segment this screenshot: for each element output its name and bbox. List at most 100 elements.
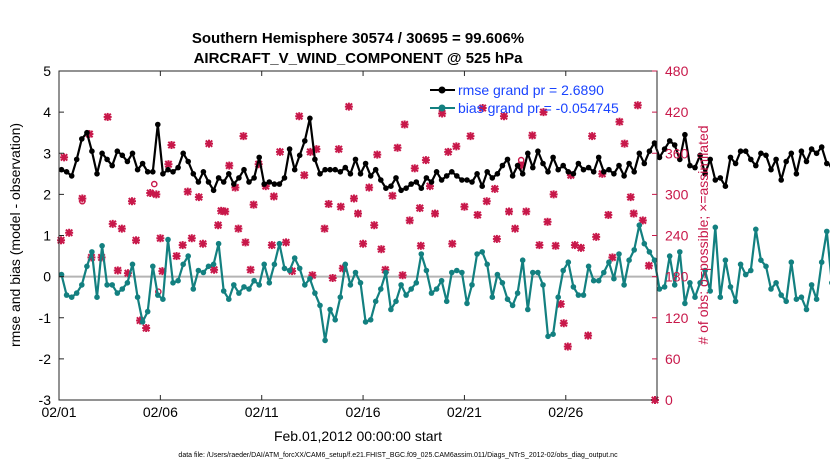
obs-assimilated-marker [421,156,430,165]
bias-data-point [813,296,820,303]
obs-assimilated-marker [388,191,397,200]
obs-assimilated-marker [113,266,122,275]
bias-data-point [266,280,273,286]
legend-bias-marker [438,104,446,112]
bias-data-point [312,290,318,296]
bias-data-point [251,277,257,284]
rmse-data-point [403,185,409,191]
bias-data-point [114,290,121,296]
obs-assimilated-marker [559,319,568,328]
rmse-data-point [651,140,658,146]
rmse-data-point [499,162,506,169]
rmse-data-point [489,175,496,181]
bias-data-point [499,280,506,286]
obs-assimilated-marker [142,324,151,333]
obs-assimilated-marker [349,194,358,203]
rmse-data-point [362,160,369,167]
bias-data-point [773,280,779,286]
y-right-tick-label: 300 [665,186,689,202]
bias-data-point [748,267,754,274]
rmse-data-point [276,181,283,187]
chart-title-line1: Southern Hemisphere 30574 / 30695 = 99.6… [192,30,524,47]
rmse-data-point [732,160,739,167]
obs-assimilated-marker [354,209,362,218]
rmse-data-point [504,156,511,163]
bias-data-point [129,261,136,268]
bias-data-point [530,269,536,276]
bias-data-point [687,280,693,286]
rmse-data-point [712,177,719,183]
rmse-data-point [372,166,379,173]
bias-data-point [722,257,729,264]
legend: rmse grand pr = 2.6890 bias grand pr = -… [430,82,619,116]
bias-data-point [666,253,673,259]
rmse-data-point [677,156,683,163]
rmse-data-point [656,154,663,161]
rmse-data-point [165,166,171,173]
obs-assimilated-marker [275,147,284,156]
rmse-data-point [271,181,278,187]
obs-assimilated-marker [499,112,508,121]
rmse-data-point [565,169,572,175]
obs-assimilated-marker [167,141,176,150]
obs-assimilated-marker [473,210,482,219]
bias-data-point [63,292,70,298]
obs-assimilated-marker [478,104,487,113]
y-right-tick-label: 240 [665,228,689,244]
obs-assimilated-marker [103,112,112,121]
bias-data-point [73,290,80,296]
bias-data-point [570,284,577,290]
y-tick-label: 0 [43,269,51,285]
bias-data-point [732,298,739,305]
bias-data-point [291,255,298,261]
rmse-data-point [124,158,131,165]
bias-data-point [768,286,774,292]
bias-data-point [94,294,100,301]
rmse-data-point [231,181,237,187]
obs-assimilated-marker [615,117,624,126]
bias-data-point [281,265,288,272]
rmse-data-point [474,171,480,177]
bias-data-point [433,286,440,292]
obs-assimilated-marker [398,271,407,280]
bias-data-point [555,294,561,301]
bias-data-point [413,280,420,286]
bias-data-point [428,290,435,296]
obs-assimilated-marker [549,190,558,199]
obs-assimilated-marker [117,224,126,233]
bias-data-point [337,294,344,301]
y-axis-right-label: # of obs: o=possible; ×=assimilated [695,125,711,344]
obs-assimilated-marker [198,239,207,248]
rmse-data-point [626,160,632,167]
rmse-data-point [63,169,70,175]
obs-assimilated-marker [522,207,531,216]
bias-data-point [215,240,222,247]
rmse-data-point [307,115,313,122]
bias-data-point [68,294,75,301]
rmse-data-point [494,171,501,177]
rmse-data-point [160,171,166,177]
obs-assimilated-marker [444,147,453,156]
rmse-data-point [555,166,561,173]
bias-data-point [489,294,496,301]
bias-data-point [519,257,526,264]
obs-assimilated-marker [584,331,593,340]
obs-assimilated-marker [132,236,141,245]
bias-series-line [60,224,830,342]
rmse-data-point [671,142,678,148]
y-right-tick-label: 180 [665,269,689,285]
rmse-data-point [251,175,257,181]
rmse-data-point [58,166,65,173]
bias-data-point [464,300,470,307]
rmse-data-point [768,166,774,173]
rmse-data-point [185,158,191,165]
rmse-data-point [702,171,708,177]
obs-assimilated-marker [365,183,374,192]
bias-data-point [383,269,389,276]
legend-rmse-marker [438,86,446,94]
bias-data-point [286,267,293,274]
rmse-data-point [195,179,202,185]
bias-data-point [302,282,308,288]
bias-data-point [124,280,131,286]
rmse-data-point [150,169,156,175]
